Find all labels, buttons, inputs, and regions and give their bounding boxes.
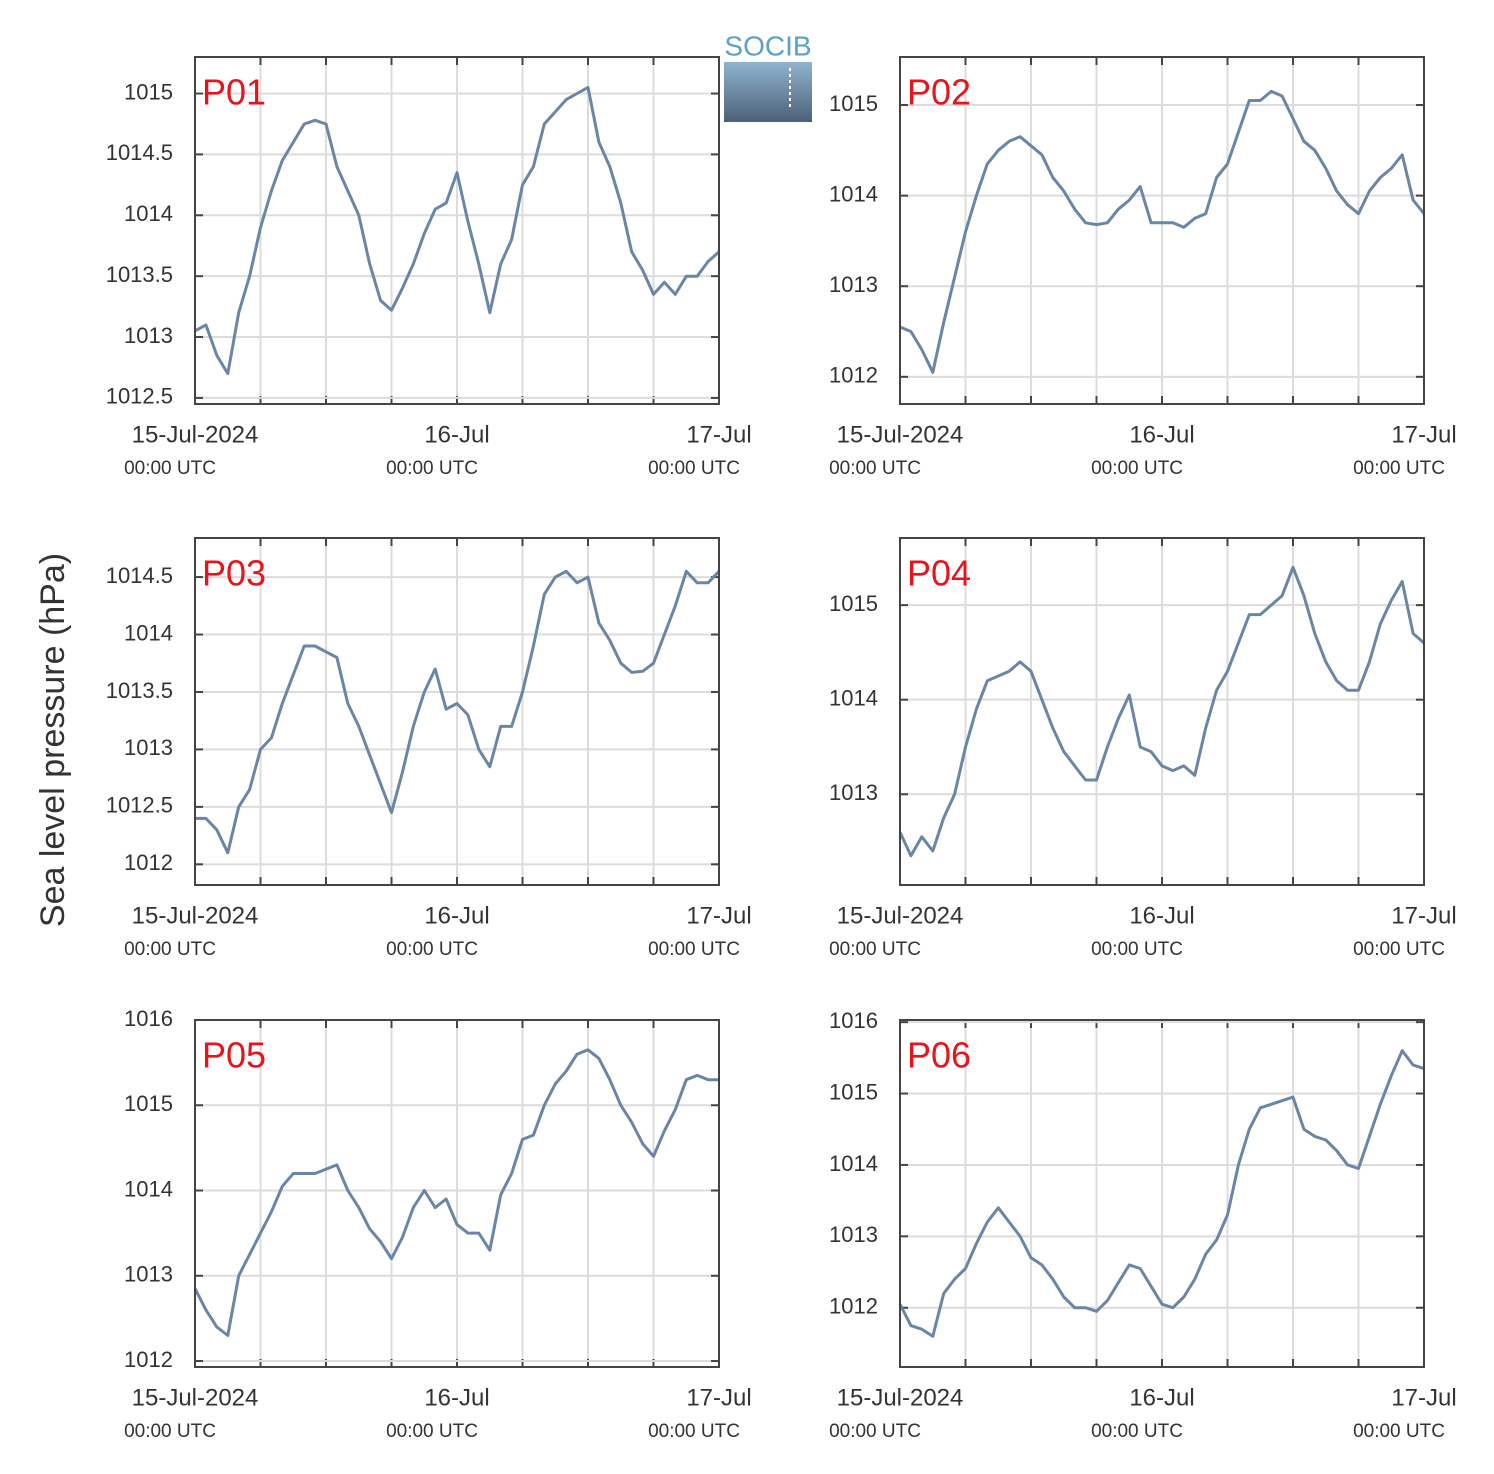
x-tick-sublabel: 00:00 UTC xyxy=(124,939,216,960)
x-tick-sublabel: 00:00 UTC xyxy=(1091,1421,1183,1442)
y-tick-label: 1012 xyxy=(124,850,173,875)
y-tick-label: 1013 xyxy=(124,735,173,760)
x-tick-label: 17-Jul xyxy=(1391,902,1456,929)
x-tick-sublabel: 00:00 UTC xyxy=(124,458,216,479)
y-axis-label: Sea level pressure (hPa) xyxy=(34,553,72,927)
x-tick-sublabel: 00:00 UTC xyxy=(1353,1421,1445,1442)
y-tick-label: 1014.5 xyxy=(106,140,173,165)
x-tick-sublabel: 00:00 UTC xyxy=(648,1421,740,1442)
x-tick-label: 17-Jul xyxy=(1391,1384,1456,1411)
x-tick-label: 17-Jul xyxy=(1391,421,1456,448)
x-tick-label: 15-Jul-2024 xyxy=(132,1384,259,1411)
x-tick-sublabel: 00:00 UTC xyxy=(1353,939,1445,960)
logo-text: SOCIB xyxy=(724,30,811,61)
panel-title: P05 xyxy=(202,1035,266,1076)
panel-title: P01 xyxy=(202,72,266,113)
subplot: 15-Jul-2024 00:00 UTC 16-Jul 00:00 UTC 17-Ju… xyxy=(124,1006,752,1442)
x-tick-sublabel: 00:00 UTC xyxy=(386,939,478,960)
x-tick-label: 15-Jul-2024 xyxy=(837,902,964,929)
x-tick-label: 17-Jul xyxy=(686,902,751,929)
y-tick-label: 1013 xyxy=(829,1222,878,1247)
x-tick-sublabel: 00:00 UTC xyxy=(648,458,740,479)
x-tick-sublabel: 00:00 UTC xyxy=(386,458,478,479)
y-tick-label: 1013 xyxy=(124,1262,173,1287)
subplot: 15-Jul-2024 00:00 UTC 16-Jul 00:00 UTC 17-Ju… xyxy=(106,56,752,479)
plot-frame xyxy=(899,1019,1425,1368)
y-tick-label: 1016 xyxy=(124,1006,173,1031)
data-line xyxy=(898,1049,1425,1338)
logo-mark xyxy=(724,62,812,122)
y-tick-label: 1014 xyxy=(829,1151,878,1176)
y-tick-label: 1013 xyxy=(829,780,878,805)
x-tick-sublabel: 00:00 UTC xyxy=(1353,458,1445,479)
panel-title: P06 xyxy=(907,1035,971,1076)
y-tick-label: 1014 xyxy=(124,1176,173,1201)
x-tick-label: 16-Jul xyxy=(1129,902,1194,929)
y-tick-label: 1012 xyxy=(829,1294,878,1319)
y-tick-label: 1013.5 xyxy=(106,262,173,287)
x-tick-sublabel: 00:00 UTC xyxy=(829,458,921,479)
y-tick-label: 1015 xyxy=(829,91,878,116)
panel-title: P03 xyxy=(202,553,266,594)
y-tick-label: 1013.5 xyxy=(106,678,173,703)
x-tick-label: 15-Jul-2024 xyxy=(837,421,964,448)
y-tick-label: 1014.5 xyxy=(106,563,173,588)
y-tick-label: 1015 xyxy=(829,591,878,616)
x-tick-sublabel: 00:00 UTC xyxy=(1091,939,1183,960)
x-tick-label: 17-Jul xyxy=(686,1384,751,1411)
subplot: 15-Jul-2024 00:00 UTC 16-Jul 00:00 UTC 17-Ju… xyxy=(829,1008,1457,1442)
plot-frame xyxy=(194,56,720,405)
x-tick-label: 16-Jul xyxy=(424,421,489,448)
panel-title: P04 xyxy=(907,553,971,594)
y-tick-label: 1012.5 xyxy=(106,384,173,409)
y-tick-label: 1012 xyxy=(124,1347,173,1372)
x-tick-sublabel: 00:00 UTC xyxy=(829,1421,921,1442)
y-tick-label: 1014 xyxy=(829,181,878,206)
x-tick-sublabel: 00:00 UTC xyxy=(829,939,921,960)
data-line xyxy=(899,89,1426,374)
y-tick-label: 1014 xyxy=(124,620,173,645)
subplot: 15-Jul-2024 00:00 UTC 16-Jul 00:00 UTC 17-Ju… xyxy=(829,537,1457,960)
x-tick-sublabel: 00:00 UTC xyxy=(386,1421,478,1442)
logo: SOCIB xyxy=(724,30,812,122)
x-tick-label: 16-Jul xyxy=(1129,1384,1194,1411)
plot-frame xyxy=(194,537,720,886)
y-tick-label: 1012.5 xyxy=(106,793,173,818)
x-tick-label: 16-Jul xyxy=(1129,421,1194,448)
data-line xyxy=(898,565,1425,858)
plot-frame xyxy=(899,537,1425,886)
y-tick-label: 1012 xyxy=(829,363,878,388)
y-tick-label: 1015 xyxy=(829,1079,878,1104)
x-tick-sublabel: 00:00 UTC xyxy=(648,939,740,960)
x-tick-label: 15-Jul-2024 xyxy=(132,902,259,929)
plot-frame xyxy=(194,1019,720,1368)
y-tick-label: 1014 xyxy=(124,201,173,226)
y-tick-label: 1016 xyxy=(829,1008,878,1033)
x-tick-sublabel: 00:00 UTC xyxy=(124,1421,216,1442)
subplot: 15-Jul-2024 00:00 UTC 16-Jul 00:00 UTC 17-Ju… xyxy=(106,537,752,960)
data-line xyxy=(193,1048,719,1337)
y-tick-label: 1015 xyxy=(124,79,173,104)
x-tick-label: 17-Jul xyxy=(686,421,751,448)
plot-frame xyxy=(899,56,1425,405)
subplot: 15-Jul-2024 00:00 UTC 16-Jul 00:00 UTC 17-Ju… xyxy=(829,56,1457,479)
y-tick-label: 1015 xyxy=(124,1091,173,1116)
x-tick-label: 16-Jul xyxy=(424,902,489,929)
x-tick-label: 16-Jul xyxy=(424,1384,489,1411)
data-line xyxy=(194,85,720,376)
panel-title: P02 xyxy=(907,72,971,113)
y-tick-label: 1014 xyxy=(829,685,878,710)
x-tick-sublabel: 00:00 UTC xyxy=(1091,458,1183,479)
y-tick-label: 1013 xyxy=(829,272,878,297)
y-tick-label: 1013 xyxy=(124,323,173,348)
x-tick-label: 15-Jul-2024 xyxy=(132,421,259,448)
data-line xyxy=(195,569,721,855)
x-tick-label: 15-Jul-2024 xyxy=(837,1384,964,1411)
